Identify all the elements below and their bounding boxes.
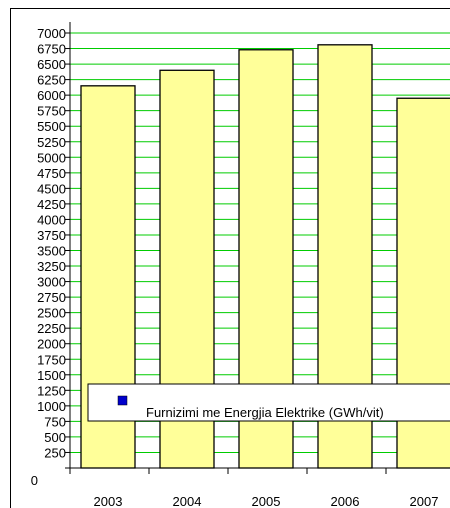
x-axis: 2003 2004 2005 2006 2007 <box>69 467 450 508</box>
y-tick-label: 6500 <box>37 57 66 72</box>
y-tick-label: 1250 <box>37 383 66 398</box>
y-tick-label: 4750 <box>37 166 66 181</box>
legend: Furnizimi me Energjia Elektrike (GWh/vit… <box>87 383 450 422</box>
x-tick-label: 2006 <box>331 494 360 508</box>
y-tick-label: 6750 <box>37 42 66 57</box>
chart-frame <box>10 8 450 508</box>
y-tick-label: 4500 <box>37 181 66 196</box>
y-tick-label: 5750 <box>37 104 66 119</box>
y-tick-label: 3250 <box>37 259 66 274</box>
y-tick-label: 1000 <box>37 399 66 414</box>
y-tick-label: 4000 <box>37 212 66 227</box>
y-tick-label: 3000 <box>37 275 66 290</box>
y-tick-label: 2250 <box>37 321 66 336</box>
y-tick-label: 2500 <box>37 306 66 321</box>
legend-marker <box>117 395 128 406</box>
y-tick-label: 6000 <box>37 88 66 103</box>
y-tick-label: 7000 <box>37 26 66 41</box>
legend-label: Furnizimi me Energjia Elektrike (GWh/vit… <box>146 405 384 420</box>
x-tick-label: 2005 <box>252 494 281 508</box>
x-tick-label: 2003 <box>94 494 123 508</box>
y-tick-label: 5000 <box>37 150 66 165</box>
y-tick-label: 1750 <box>37 352 66 367</box>
y-tick-label: 2000 <box>37 337 66 352</box>
legend-box <box>87 383 450 422</box>
y-tick-label: 4250 <box>37 197 66 212</box>
y-tick-label: 1500 <box>37 368 66 383</box>
y-tick-label: 3500 <box>37 244 66 259</box>
y-tick-label: 0 <box>31 473 38 488</box>
y-tick-label: 5500 <box>37 119 66 134</box>
y-axis: 0 250500750100012501500175020002250250027… <box>31 22 71 488</box>
y-tick-label: 3750 <box>37 228 66 243</box>
y-tick-label: 500 <box>44 430 66 445</box>
y-tick-label: 5250 <box>37 135 66 150</box>
y-tick-label: 750 <box>44 414 66 429</box>
x-tick-label: 2007 <box>410 494 439 508</box>
x-tick-label: 2004 <box>173 494 202 508</box>
y-tick-label: 2750 <box>37 290 66 305</box>
y-tick-label: 250 <box>44 445 66 460</box>
y-tick-label: 6250 <box>37 73 66 88</box>
